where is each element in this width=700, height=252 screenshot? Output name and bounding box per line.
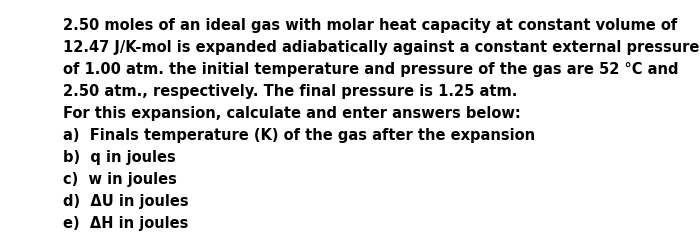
Text: c)  w in joules: c) w in joules [63,171,177,186]
Text: 12.47 J/K-mol is expanded adiabatically against a constant external pressure: 12.47 J/K-mol is expanded adiabatically … [63,40,699,54]
Text: of 1.00 atm. the initial temperature and pressure of the gas are 52 °C and: of 1.00 atm. the initial temperature and… [63,61,678,76]
Text: e)  ΔH in joules: e) ΔH in joules [63,215,188,230]
Text: For this expansion, calculate and enter answers below:: For this expansion, calculate and enter … [63,105,521,120]
Text: 2.50 atm., respectively. The final pressure is 1.25 atm.: 2.50 atm., respectively. The final press… [63,83,517,98]
Text: b)  q in joules: b) q in joules [63,149,176,164]
Text: a)  Finals temperature (K) of the gas after the expansion: a) Finals temperature (K) of the gas aft… [63,127,535,142]
Text: 2.50 moles of an ideal gas with molar heat capacity at constant volume of: 2.50 moles of an ideal gas with molar he… [63,18,678,33]
Text: d)  ΔU in joules: d) ΔU in joules [63,193,188,208]
